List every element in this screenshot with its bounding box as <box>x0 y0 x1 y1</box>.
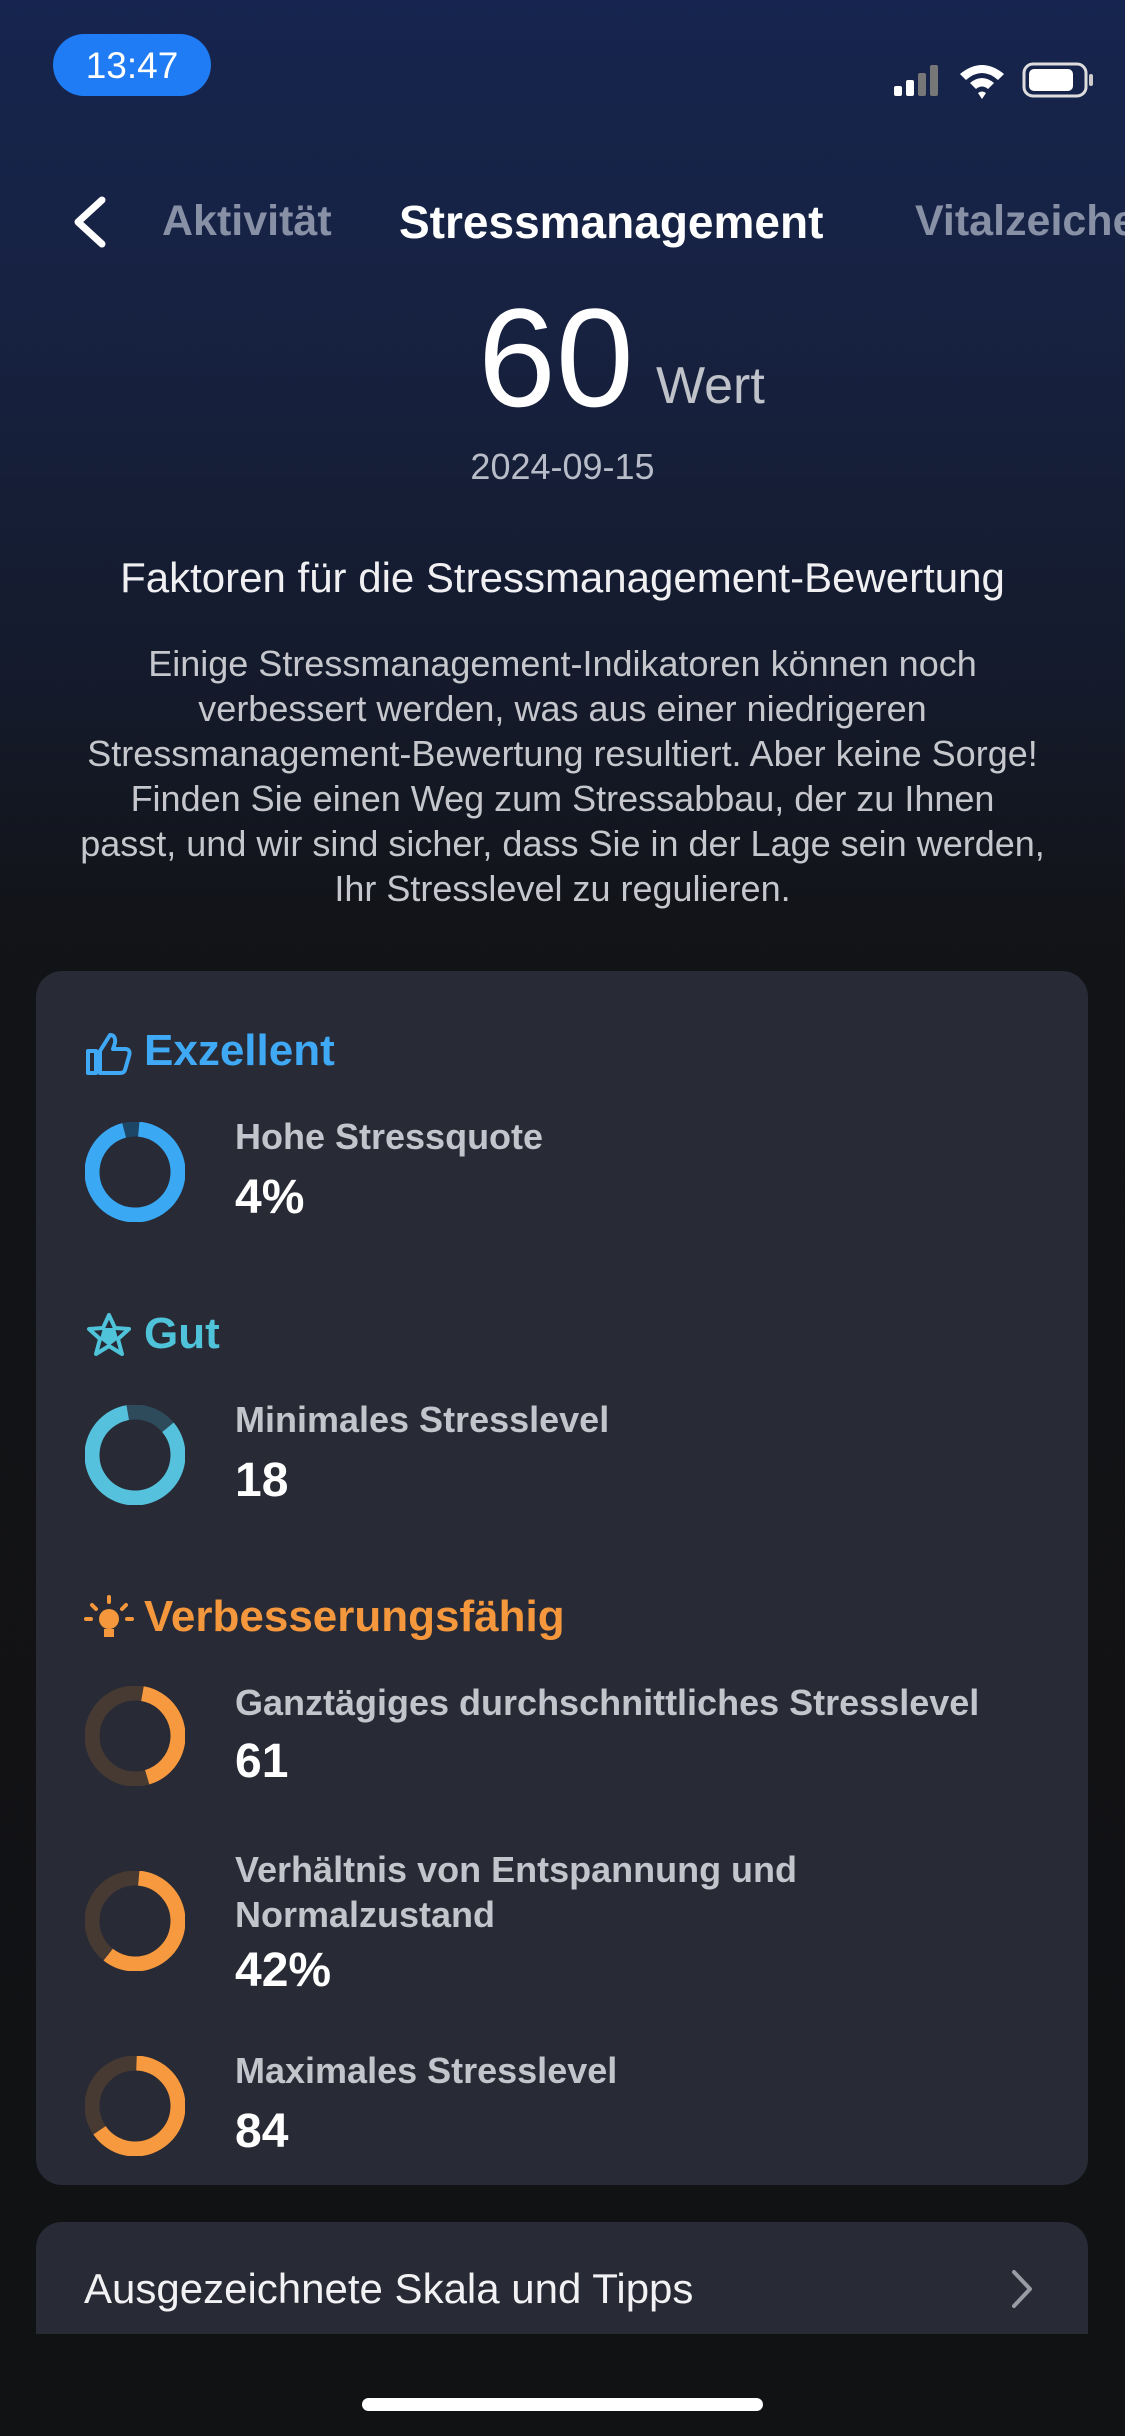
item-label: Hohe Stressquote <box>235 1116 544 1157</box>
factors-title: Faktoren für die Stressmanagement-Bewert… <box>120 554 1005 601</box>
group-title: Verbesserungsfähig <box>144 1592 565 1641</box>
ring-icon <box>85 1122 185 1222</box>
ring-icon <box>85 1871 185 1971</box>
ring-icon <box>85 1686 185 1786</box>
back-button[interactable] <box>66 192 116 252</box>
star-icon <box>87 1313 131 1356</box>
item-value: 61 <box>235 1735 289 1788</box>
item-label: Ganztägiges durchschnittliches Stresslev… <box>235 1682 980 1723</box>
tips-link[interactable]: Ausgezeichnete Skala und Tipps <box>84 2265 694 2312</box>
ring-icon <box>85 1405 185 1505</box>
item-value: 4% <box>235 1171 305 1224</box>
chevron-icon <box>1012 2270 1032 2308</box>
tab-active[interactable]: Stressmanagement <box>399 196 824 248</box>
item-label: Minimales Stresslevel <box>235 1399 610 1440</box>
bottom-bar <box>0 2334 1125 2436</box>
tab[interactable]: Vitalzeiche <box>915 197 1125 245</box>
item-label: Maximales Stresslevel <box>235 2050 618 2091</box>
score-date: 2024-09-15 <box>470 446 655 487</box>
time-pill <box>53 34 211 96</box>
item-value: 42% <box>235 1944 332 1997</box>
item-value: 84 <box>235 2105 289 2158</box>
home-indicator <box>362 2398 763 2411</box>
bulb-icon <box>84 1595 134 1637</box>
factors-card: Exzellent Hohe Stressquote 4% Gut Minima… <box>36 971 1088 2185</box>
ring-icon <box>85 2056 185 2156</box>
status-icons <box>894 62 1093 99</box>
group-title: Gut <box>144 1309 220 1358</box>
tips-card[interactable]: Ausgezeichnete Skala und Tipps <box>36 2222 1088 2334</box>
item-label: Verhältnis von Entspannung und Normalzus… <box>235 1849 798 1935</box>
score-unit: Wert <box>656 357 765 415</box>
tab[interactable]: Aktivität <box>162 197 332 245</box>
score-value: 60 <box>478 279 634 436</box>
factors-description: Einige Stressmanagement-Indikatoren könn… <box>80 643 1045 909</box>
item-value: 18 <box>235 1454 289 1507</box>
thumb-icon <box>86 1033 132 1075</box>
status-time: 13:47 <box>85 45 179 86</box>
group-title: Exzellent <box>144 1026 335 1075</box>
